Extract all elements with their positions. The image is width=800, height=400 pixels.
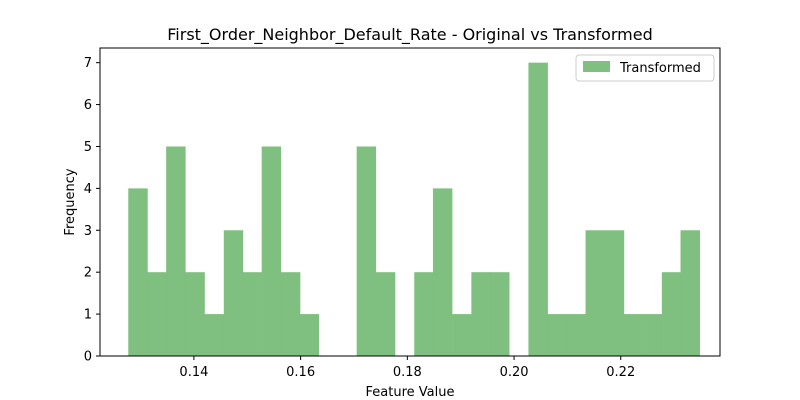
x-axis-ticks: 0.14 0.16 0.18 0.20 0.22 <box>179 356 635 380</box>
histogram-bar <box>375 272 396 356</box>
histogram-bar <box>166 146 186 356</box>
histogram-bar <box>642 314 663 356</box>
y-tick-label: 4 <box>84 182 92 197</box>
legend-swatch <box>583 61 610 72</box>
x-tick-label: 0.14 <box>179 365 208 380</box>
histogram-bar <box>414 272 434 356</box>
histogram-bar <box>604 230 625 356</box>
y-tick-label: 1 <box>84 308 92 323</box>
histogram-bar <box>661 272 682 356</box>
histogram-bar <box>242 272 262 356</box>
histogram-bar <box>547 314 567 356</box>
histogram-bar <box>280 272 301 356</box>
x-tick-label: 0.22 <box>606 365 635 380</box>
histogram-bar <box>356 146 377 356</box>
chart-title: First_Order_Neighbor_Default_Rate - Orig… <box>167 25 652 45</box>
histogram-bar <box>680 230 700 356</box>
histogram-bar <box>223 230 244 356</box>
y-tick-label: 2 <box>84 266 92 281</box>
histogram-bar <box>585 230 605 356</box>
y-axis-ticks: 0 1 2 3 4 5 6 7 <box>84 56 100 365</box>
histogram-bar <box>185 272 205 356</box>
histogram-bar <box>432 188 453 356</box>
histogram-bar <box>147 272 167 356</box>
legend-label: Transformed <box>619 61 701 76</box>
histogram-bar <box>452 314 472 356</box>
histogram-bar <box>204 314 225 356</box>
y-axis-label: Frequency <box>63 168 78 235</box>
x-axis-label: Feature Value <box>366 385 455 400</box>
histogram-bar <box>528 62 548 357</box>
y-tick-label: 6 <box>84 98 92 113</box>
x-tick-label: 0.16 <box>286 365 315 380</box>
histogram-bar <box>566 314 586 356</box>
x-tick-label: 0.18 <box>393 365 422 380</box>
y-tick-label: 7 <box>84 56 92 71</box>
y-tick-label: 5 <box>84 140 92 155</box>
x-tick-label: 0.20 <box>500 365 529 380</box>
legend-box <box>575 54 715 82</box>
histogram-bar <box>261 146 282 356</box>
histogram-bar <box>128 188 148 356</box>
plot-frame <box>99 47 721 357</box>
y-tick-label: 0 <box>84 350 92 365</box>
histogram-bar <box>623 314 643 356</box>
histogram-bar <box>490 272 510 356</box>
bars-group <box>128 62 700 357</box>
histogram-bar <box>299 314 320 356</box>
histogram-bar <box>471 272 491 356</box>
legend: Transformed <box>575 54 715 82</box>
y-tick-label: 3 <box>84 224 92 239</box>
